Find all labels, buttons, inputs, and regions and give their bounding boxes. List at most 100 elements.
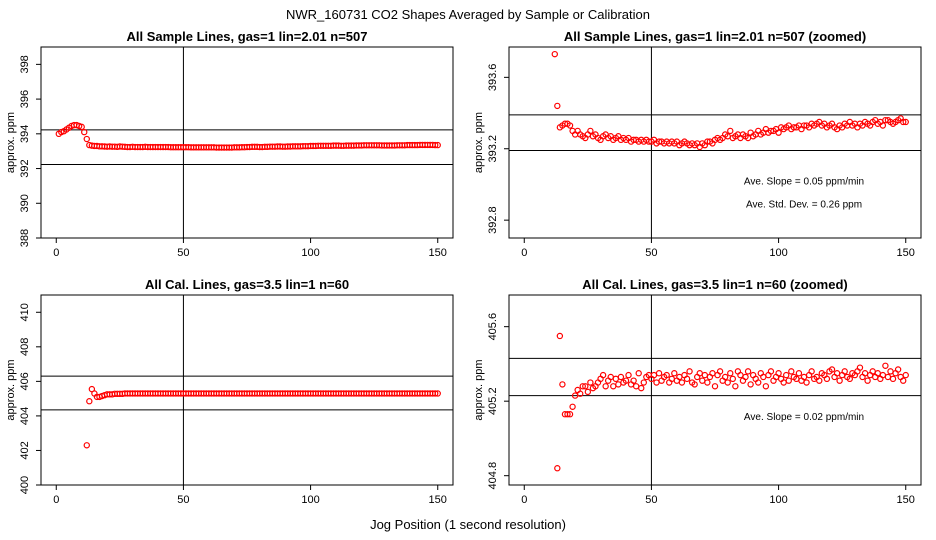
data-point: [879, 122, 887, 129]
x-tick-label: 150: [429, 247, 447, 259]
panel-cal-zoomed: All Cal. Lines, gas=3.5 lin=1 n=60 (zoom…: [473, 277, 922, 506]
data-point: [554, 465, 561, 472]
data-point: [788, 368, 795, 375]
data-point: [716, 368, 724, 375]
data-series: [551, 50, 909, 151]
data-point: [556, 332, 564, 340]
data-point: [655, 370, 663, 377]
data-point: [775, 370, 782, 377]
data-point: [564, 411, 571, 418]
data-point: [729, 375, 737, 383]
data-point: [724, 379, 731, 386]
data-point: [630, 377, 637, 384]
x-tick-label: 50: [177, 247, 189, 259]
data-point: [683, 375, 691, 383]
data-point: [882, 362, 889, 369]
x-tick-label: 50: [177, 494, 189, 506]
data-point: [434, 141, 441, 149]
y-tick-label: 405.2: [487, 387, 499, 415]
y-axis-label: approx. ppm: [473, 112, 485, 173]
panel-cal: All Cal. Lines, gas=3.5 lin=1 n=60 0 50 100…: [5, 277, 454, 506]
data-point: [691, 381, 698, 388]
data-point: [622, 377, 630, 384]
data-point: [783, 371, 790, 379]
data-point: [899, 118, 907, 126]
data-point: [727, 370, 734, 377]
y-tick-label: 400: [19, 476, 31, 494]
y-tick-label: 402: [19, 441, 31, 459]
panel-sample-zoomed: All Sample Lines, gas=1 lin=2.01 n=507 (…: [473, 29, 922, 259]
data-point: [856, 364, 864, 371]
data-point: [566, 122, 574, 129]
figure-title: NWR_160731 CO2 Shapes Averaged by Sample…: [286, 7, 650, 22]
data-point: [742, 373, 749, 381]
x-tick-label: 100: [301, 247, 319, 259]
y-tick-label: 390: [19, 194, 31, 212]
data-point: [678, 379, 686, 386]
data-point: [711, 383, 719, 390]
y-tick-label: 405.6: [487, 313, 499, 341]
y-tick-label: 410: [19, 303, 31, 321]
x-tick-label: 50: [645, 494, 657, 506]
data-point: [864, 377, 871, 384]
data-point: [894, 366, 902, 373]
data-point: [704, 379, 711, 386]
annotation: Ave. Std. Dev. = 0.26 ppm: [746, 200, 862, 211]
data-point: [81, 128, 88, 136]
data-point: [663, 371, 670, 379]
data-point: [902, 371, 909, 379]
x-tick-label: 150: [429, 494, 447, 506]
y-axis-label: approx. ppm: [5, 359, 17, 420]
data-point: [551, 50, 558, 58]
data-series: [554, 332, 909, 472]
y-tick-label: 406: [19, 372, 31, 390]
figure-x-axis-label: Jog Position (1 second resolution): [370, 517, 566, 532]
data-point: [775, 129, 782, 136]
data-point: [803, 379, 810, 386]
data-point: [795, 370, 803, 377]
data-point: [785, 377, 792, 384]
data-point: [83, 135, 90, 143]
data-point: [686, 368, 693, 375]
data-point: [762, 383, 770, 390]
y-tick-label: 398: [19, 55, 31, 73]
data-point: [902, 118, 909, 126]
data-point: [587, 379, 594, 386]
x-tick-label: 100: [769, 494, 787, 506]
panels: All Sample Lines, gas=1 lin=2.01 n=507 0 5…: [5, 29, 922, 506]
data-point: [599, 371, 607, 379]
data-point: [841, 368, 848, 375]
data-point: [889, 375, 897, 383]
x-tick-label: 50: [645, 247, 657, 259]
data-point: [431, 141, 439, 149]
data-point: [86, 398, 93, 405]
data-point: [721, 373, 729, 381]
data-point: [434, 390, 441, 397]
data-point: [744, 368, 752, 375]
data-point: [727, 127, 734, 135]
plot-frame: [40, 294, 454, 486]
data-point: [638, 384, 645, 392]
data-point: [431, 390, 439, 397]
data-point: [587, 127, 594, 135]
data-point: [671, 370, 678, 377]
data-point: [846, 375, 853, 383]
x-tick-label: 0: [53, 494, 59, 506]
panel-title: All Cal. Lines, gas=3.5 lin=1 n=60 (zoom…: [582, 277, 848, 292]
data-point: [732, 383, 739, 390]
y-axis-label: approx. ppm: [5, 112, 17, 173]
y-tick-label: 396: [19, 90, 31, 108]
x-tick-label: 150: [897, 247, 915, 259]
data-point: [559, 381, 566, 388]
data-point: [899, 377, 907, 384]
data-point: [625, 371, 632, 379]
data-point: [828, 366, 836, 373]
plot-frame: [508, 294, 922, 486]
data-point: [602, 383, 609, 390]
x-tick-label: 100: [301, 494, 319, 506]
data-point: [584, 388, 592, 396]
y-tick-label: 404: [19, 407, 31, 425]
x-tick-label: 0: [521, 494, 527, 506]
